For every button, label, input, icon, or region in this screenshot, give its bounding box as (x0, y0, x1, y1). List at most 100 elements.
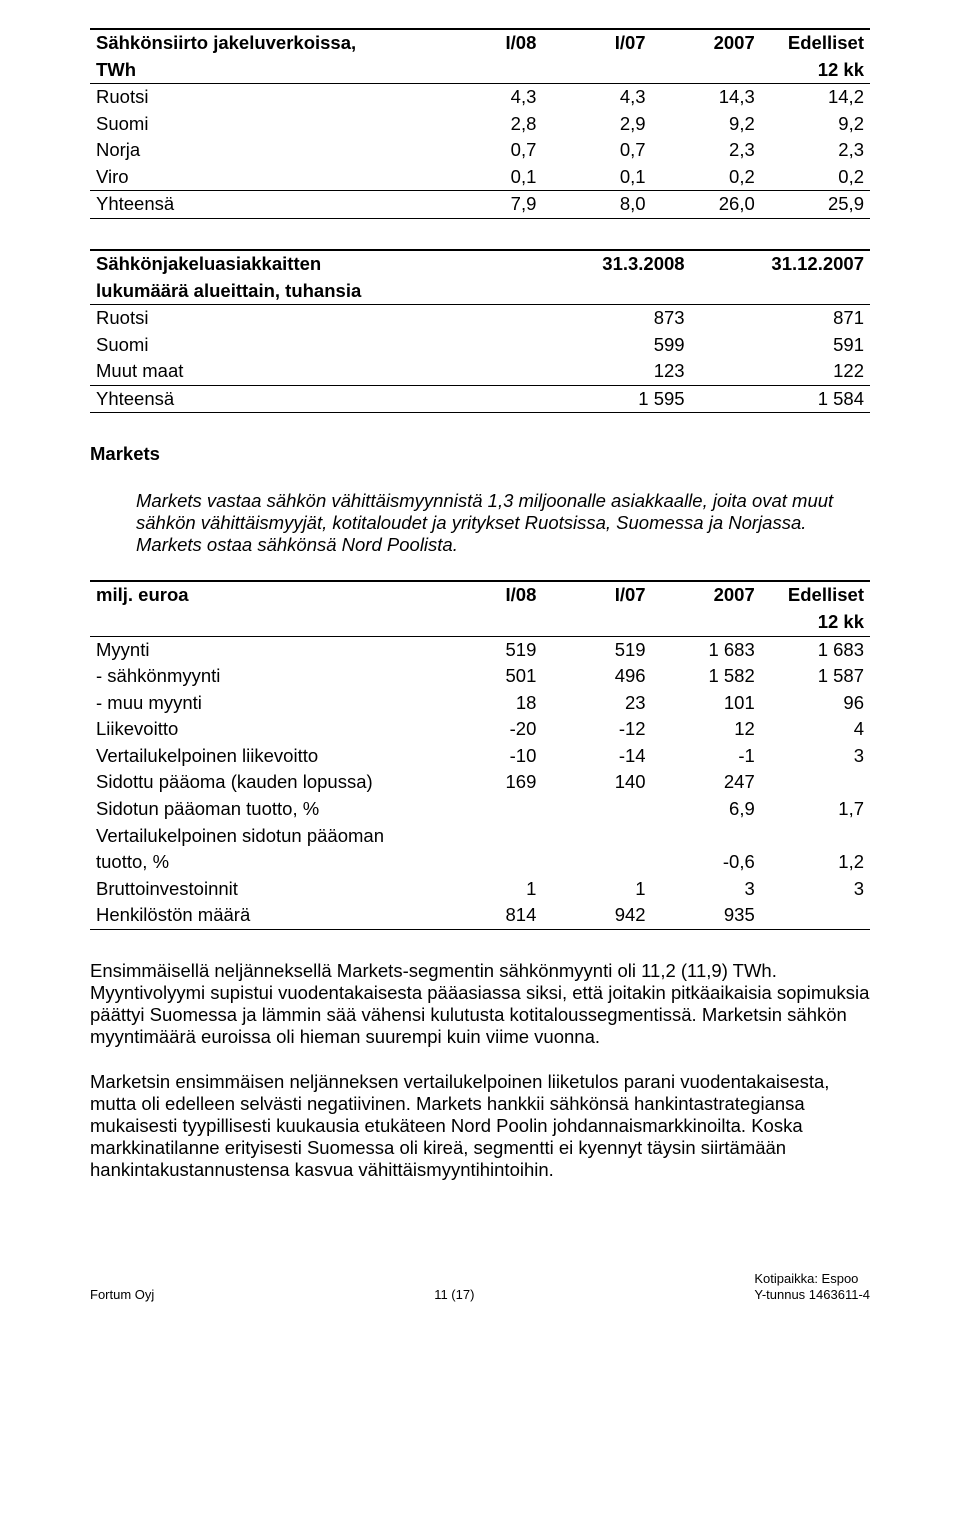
t1-h3: Edelliset (761, 29, 870, 57)
cell: 96 (761, 690, 870, 717)
cell: 814 (433, 902, 542, 929)
cell: 7,9 (433, 191, 542, 219)
cell-label: Ruotsi (90, 84, 433, 111)
cell: 1,2 (761, 849, 870, 876)
cell-label: Ruotsi (90, 305, 511, 332)
cell: 501 (433, 663, 542, 690)
cell: 0,1 (433, 164, 542, 191)
markets-description: Markets vastaa sähkön vähittäismyynnistä… (136, 490, 870, 557)
cell (652, 823, 761, 850)
cell: 4,3 (433, 84, 542, 111)
cell: -10 (433, 743, 542, 770)
t3-h3: Edelliset (761, 581, 870, 609)
cell (542, 823, 651, 850)
cell: -0,6 (652, 849, 761, 876)
t1-title-b: TWh (90, 57, 433, 84)
t1-subhead: 12 kk (761, 57, 870, 84)
cell: 140 (542, 769, 651, 796)
cell: 123 (511, 358, 690, 385)
page-footer: Fortum Oyj 11 (17) Kotipaikka: Espoo Y-t… (90, 1271, 870, 1303)
table-row: Muut maat 123 122 (90, 358, 870, 385)
cell (542, 796, 651, 823)
cell: 1 582 (652, 663, 761, 690)
cell: 14,3 (652, 84, 761, 111)
cell (761, 823, 870, 850)
cell: 1 683 (652, 636, 761, 663)
cell-label: Yhteensä (90, 385, 511, 413)
table-row: Bruttoinvestoinnit 1 1 3 3 (90, 876, 870, 903)
cell-label: Bruttoinvestoinnit (90, 876, 433, 903)
cell: 873 (511, 305, 690, 332)
cell: 2,3 (761, 137, 870, 164)
t2-h1: 31.12.2007 (691, 250, 870, 278)
cell: 8,0 (542, 191, 651, 219)
cell-label: - sähkönmyynti (90, 663, 433, 690)
cell-label: Yhteensä (90, 191, 433, 219)
cell: 9,2 (761, 111, 870, 138)
cell-label: Sidottu pääoma (kauden lopussa) (90, 769, 433, 796)
table-row: Vertailukelpoinen liikevoitto -10 -14 -1… (90, 743, 870, 770)
cell: 519 (542, 636, 651, 663)
t3-title: milj. euroa (90, 581, 433, 609)
cell: 519 (433, 636, 542, 663)
cell (542, 849, 651, 876)
table-customers: Sähkönjakeluasiakkaitten 31.3.2008 31.12… (90, 249, 870, 413)
t1-h1: I/07 (542, 29, 651, 57)
cell-label: Sidotun pääoman tuotto, % (90, 796, 433, 823)
table-row: Vertailukelpoinen sidotun pääoman (90, 823, 870, 850)
cell: 2,8 (433, 111, 542, 138)
cell: 14,2 (761, 84, 870, 111)
cell-label: - muu myynti (90, 690, 433, 717)
cell: 26,0 (652, 191, 761, 219)
cell: 9,2 (652, 111, 761, 138)
cell: 1 587 (761, 663, 870, 690)
cell: 935 (652, 902, 761, 929)
cell: 169 (433, 769, 542, 796)
cell: 3 (652, 876, 761, 903)
t1-h2: 2007 (652, 29, 761, 57)
table-row: tuotto, % -0,6 1,2 (90, 849, 870, 876)
cell: 1 584 (691, 385, 870, 413)
cell: 0,7 (433, 137, 542, 164)
cell: 1,7 (761, 796, 870, 823)
table-markets-financials: milj. euroa I/08 I/07 2007 Edelliset 12 … (90, 580, 870, 929)
cell: 4,3 (542, 84, 651, 111)
cell: 3 (761, 743, 870, 770)
cell: 496 (542, 663, 651, 690)
table-row: Viro 0,1 0,1 0,2 0,2 (90, 164, 870, 191)
cell: 0,7 (542, 137, 651, 164)
table-row: - sähkönmyynti 501 496 1 582 1 587 (90, 663, 870, 690)
cell (433, 823, 542, 850)
cell: -20 (433, 716, 542, 743)
cell: 4 (761, 716, 870, 743)
cell: 871 (691, 305, 870, 332)
cell: 0,1 (542, 164, 651, 191)
cell: 591 (691, 332, 870, 359)
cell: 2,9 (542, 111, 651, 138)
cell: 2,3 (652, 137, 761, 164)
cell: 599 (511, 332, 690, 359)
t2-title-b: lukumäärä alueittain, tuhansia (90, 278, 511, 305)
cell-label: Suomi (90, 332, 511, 359)
cell-label: tuotto, % (90, 849, 433, 876)
cell (761, 902, 870, 929)
t3-h1: I/07 (542, 581, 651, 609)
table-row-total: Yhteensä 7,9 8,0 26,0 25,9 (90, 191, 870, 219)
t1-h0: I/08 (433, 29, 542, 57)
cell: 25,9 (761, 191, 870, 219)
table-row: Sidottu pääoma (kauden lopussa) 169 140 … (90, 769, 870, 796)
cell (761, 769, 870, 796)
table-row: Sidotun pääoman tuotto, % 6,9 1,7 (90, 796, 870, 823)
cell-label: Liikevoitto (90, 716, 433, 743)
table-transmission: Sähkönsiirto jakeluverkoissa, I/08 I/07 … (90, 28, 870, 219)
table-row: Suomi 2,8 2,9 9,2 9,2 (90, 111, 870, 138)
cell: 23 (542, 690, 651, 717)
cell: 6,9 (652, 796, 761, 823)
cell (433, 849, 542, 876)
t1-title-a: Sähkönsiirto jakeluverkoissa, (90, 29, 433, 57)
footer-center: 11 (17) (154, 1287, 754, 1303)
cell-label: Myynti (90, 636, 433, 663)
table-row: Myynti 519 519 1 683 1 683 (90, 636, 870, 663)
body-paragraph-1: Ensimmäisellä neljänneksellä Markets-seg… (90, 960, 870, 1049)
cell: 0,2 (761, 164, 870, 191)
